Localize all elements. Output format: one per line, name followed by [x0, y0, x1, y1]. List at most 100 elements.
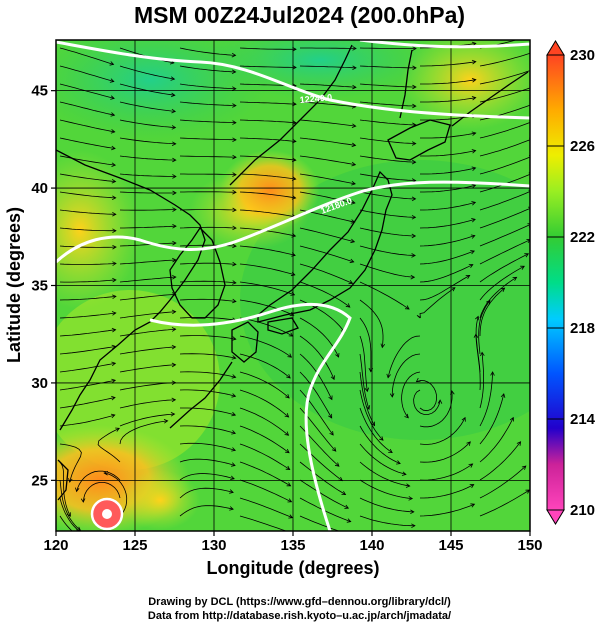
streamline-arrow-70: [411, 196, 417, 202]
streamline-arrow-79: [471, 201, 477, 206]
streamline-155: [239, 389, 289, 418]
credit-data: Data from http://database.rish.kyoto–u.a…: [147, 610, 452, 622]
streamline-74: [179, 209, 237, 211]
streamline-arrow-176: [490, 371, 495, 376]
streamline-70: [420, 184, 476, 193]
streamline-133: [359, 335, 368, 392]
streamline-arrow-205: [346, 518, 352, 523]
streamline-36: [299, 119, 356, 127]
streamline-83: [239, 227, 296, 237]
streamline-18: [179, 83, 236, 90]
streamline-arrow-108: [290, 291, 296, 296]
streamline-144: [59, 362, 116, 373]
x-tick-label-125: 125: [122, 537, 147, 554]
streamline-arrow-53: [351, 161, 357, 167]
streamline-arrow-215: [470, 503, 476, 508]
streamline-188: [299, 461, 346, 495]
streamline-49: [119, 155, 176, 161]
streamline-15: [479, 52, 530, 67]
streamline-arrow-167: [415, 377, 421, 383]
streamline-152: [59, 379, 116, 391]
streamline-arrow-119: [465, 274, 471, 280]
streamline-46: [420, 132, 476, 139]
streamline-arrow-135: [386, 373, 391, 379]
streamline-arrow-3: [231, 52, 237, 58]
streamline-30: [420, 97, 476, 103]
streamline-arrow-4: [292, 47, 297, 52]
streamline-84: [299, 227, 355, 243]
streamline-arrow-125: [335, 353, 340, 358]
streamline-191: [479, 417, 514, 463]
streamline-arrow-11: [231, 69, 237, 75]
streamline-arrow-202: [80, 498, 86, 503]
streamline-arrow-186: [115, 427, 120, 432]
streamline-arrow-138: [171, 344, 177, 350]
streamline-arrow-13: [352, 65, 357, 71]
contour-label-12240: 12240.0: [299, 92, 332, 105]
streamline-arrow-159: [437, 399, 443, 404]
streamline-arrow-22: [412, 84, 417, 90]
streamline-149: [359, 371, 375, 426]
streamline-arrow-165: [331, 447, 337, 452]
streamline-89: [119, 242, 176, 247]
streamline-arrow-180: [285, 465, 291, 470]
streamline-173: [359, 425, 401, 464]
streamline-138: [179, 353, 236, 359]
streamline-arrow-201: [90, 536, 94, 540]
streamline-75: [239, 209, 296, 218]
streamline-arrow-210: [103, 470, 109, 476]
streamline-34: [179, 119, 236, 124]
x-axis-label: Longitude (degrees): [206, 558, 379, 578]
streamline-67: [239, 191, 296, 199]
streamline-35: [239, 119, 296, 124]
streamline-44: [299, 137, 356, 146]
streamline-185: [97, 427, 121, 463]
streamline-180: [299, 443, 343, 481]
colorbar-label-222: 222: [570, 229, 595, 246]
streamline-arrow-10: [170, 76, 176, 81]
streamline-arrow-120: [520, 265, 525, 270]
streamline-5: [359, 47, 417, 49]
streamline-arrow-195: [230, 475, 235, 480]
streamline-arrow-149: [328, 413, 333, 419]
streamline-arrow-37: [351, 123, 357, 128]
streamline-88: [59, 245, 117, 248]
streamline-arrow-98: [172, 257, 177, 263]
streamline-arrow-84: [291, 233, 297, 238]
streamline-arrow-160: [473, 333, 479, 338]
streamline-184: [59, 461, 71, 517]
x-tick-label-130: 130: [201, 537, 226, 554]
streamline-78: [420, 202, 476, 211]
streamline-23: [479, 70, 530, 85]
streamline-arrow-16: [530, 51, 534, 55]
streamline-arrow-90: [172, 240, 177, 246]
streamline-160: [59, 397, 116, 409]
streamline-arrow-68: [291, 195, 297, 200]
streamline-12: [299, 65, 357, 69]
streamline-79: [479, 191, 530, 211]
x-tick-label-150: 150: [517, 537, 542, 554]
streamline-arrow-112: [524, 253, 530, 258]
streamline-arrow-184: [500, 393, 506, 398]
streamline-arrow-127: [450, 287, 456, 292]
streamline-arrow-162: [171, 397, 177, 403]
streamline-arrow-204: [288, 514, 294, 519]
streamline-arrow-151: [404, 413, 409, 419]
streamline-arrow-148: [285, 393, 290, 399]
streamline-arrow-82: [172, 224, 177, 229]
y-tick-label-40: 40: [31, 180, 48, 197]
streamline-208: [59, 515, 73, 531]
streamline-arrow-155: [231, 393, 237, 398]
streamline-arrow-14: [412, 65, 417, 71]
streamline-arrow-132: [287, 353, 293, 358]
streamline-147: [239, 371, 290, 399]
streamline-193: [76, 470, 121, 492]
streamline-arrow-9: [109, 78, 115, 83]
colorbar-label-226: 226: [570, 138, 595, 155]
sakhalin: [399, 49, 413, 119]
streamline-arrow-19: [232, 86, 237, 91]
streamline-170: [179, 425, 236, 434]
streamline-arrow-174: [396, 460, 401, 465]
streamline-arrow-164: [284, 431, 290, 436]
streamline-arrow-38: [412, 122, 417, 128]
